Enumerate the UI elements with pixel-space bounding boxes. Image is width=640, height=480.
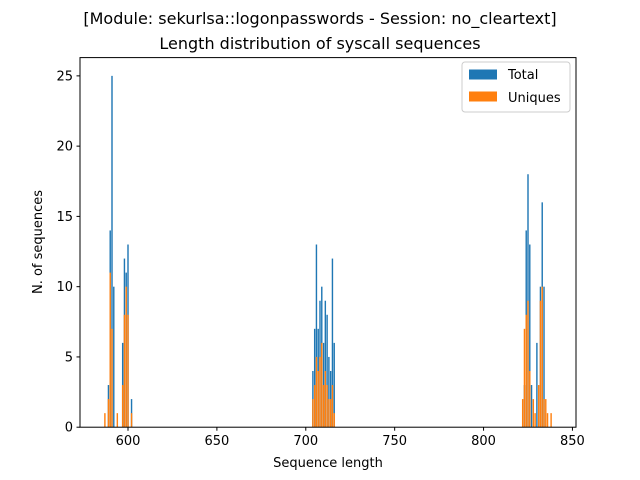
- bar-uniques-707: [317, 370, 319, 428]
- bar-total-712: [326, 314, 328, 428]
- y-tick-label-5: 5: [65, 350, 73, 365]
- bar-uniques-598: [123, 314, 126, 428]
- bar-uniques-834: [543, 399, 545, 428]
- bar-total-705: [313, 328, 316, 428]
- bar-total-826: [529, 244, 531, 428]
- bar-uniques-822: [521, 399, 524, 428]
- bar-uniques-824: [525, 314, 527, 428]
- x-tick-label-650: 650: [204, 434, 229, 449]
- bar-uniques-711: [324, 370, 327, 428]
- bar-uniques-829: [534, 413, 536, 428]
- x-tick-label-800: 800: [471, 434, 496, 449]
- legend-swatch-uniques: [469, 91, 497, 102]
- bar-total-830: [536, 342, 538, 428]
- bar-total-834: [543, 286, 545, 428]
- bar-uniques-710: [322, 385, 325, 428]
- bar-uniques-704: [312, 399, 314, 428]
- bar-uniques-600: [127, 314, 129, 428]
- plot-frame: [79, 57, 577, 428]
- bar-uniques-590: [109, 272, 111, 428]
- bar-uniques-835: [545, 399, 547, 428]
- bar-total-711: [324, 300, 327, 428]
- chart-title-line1: [Module: sekurlsa::logonpasswords - Sess…: [83, 9, 556, 29]
- legend-swatch-total: [469, 69, 497, 80]
- bar-uniques-591: [111, 328, 113, 428]
- bar-uniques-832: [539, 300, 542, 428]
- bar-total-715: [331, 258, 334, 428]
- bar-total-827: [530, 385, 533, 428]
- bar-uniques-825: [527, 300, 529, 428]
- bar-uniques-708: [319, 356, 321, 428]
- x-tick-label-750: 750: [382, 434, 407, 449]
- bar-uniques-715: [331, 385, 334, 428]
- y-tick-label-25: 25: [56, 69, 73, 84]
- bar-uniques-706: [315, 356, 318, 428]
- x-tick-label-850: 850: [560, 434, 585, 449]
- bar-total-716: [333, 342, 335, 428]
- y-tick-label-20: 20: [56, 140, 73, 155]
- y-axis-label: N. of sequences: [31, 190, 46, 294]
- legend-label-uniques: Uniques: [508, 91, 561, 106]
- x-axis-ticks: 600 650 700 750 800 850: [116, 427, 585, 449]
- bar-total-713: [328, 356, 330, 428]
- bar-uniques-836: [546, 413, 549, 428]
- bar-uniques-831: [537, 385, 540, 428]
- bar-total-592: [113, 286, 115, 428]
- bar-uniques-594: [116, 413, 119, 428]
- y-tick-label-0: 0: [65, 421, 73, 436]
- bar-uniques-705: [313, 385, 316, 428]
- bar-uniques-716: [333, 413, 335, 428]
- bar-total-591: [111, 75, 113, 428]
- bar-uniques-587: [104, 413, 106, 428]
- bar-uniques-828: [532, 399, 535, 428]
- legend: Total Uniques: [461, 61, 571, 113]
- bar-uniques-826: [529, 370, 531, 428]
- y-axis-ticks: 0 5 10 15 20 25: [56, 69, 80, 436]
- bar-uniques-589: [107, 399, 110, 428]
- x-tick-label-700: 700: [293, 434, 318, 449]
- bar-uniques-597: [121, 385, 124, 428]
- bar-uniques-712: [326, 385, 328, 428]
- y-tick-label-15: 15: [56, 210, 73, 225]
- chart-title-line2: Length distribution of syscall sequences: [159, 34, 480, 53]
- bar-uniques-823: [523, 328, 526, 428]
- bars-total: [107, 75, 545, 428]
- bar-uniques-599: [125, 286, 127, 428]
- x-axis-label: Sequence length: [273, 456, 383, 471]
- bar-total-706: [315, 244, 318, 428]
- bars-uniques: [104, 272, 552, 428]
- bar-uniques-713: [328, 399, 330, 428]
- legend-label-total: Total: [507, 68, 538, 83]
- y-tick-label-10: 10: [56, 280, 73, 295]
- bar-uniques-602: [130, 413, 133, 428]
- x-tick-label-600: 600: [116, 434, 141, 449]
- bar-uniques-709: [321, 342, 323, 428]
- bar-uniques-833: [541, 286, 543, 428]
- bar-total-602: [130, 399, 133, 428]
- bar-uniques-838: [550, 413, 552, 428]
- bar-uniques-714: [329, 399, 332, 428]
